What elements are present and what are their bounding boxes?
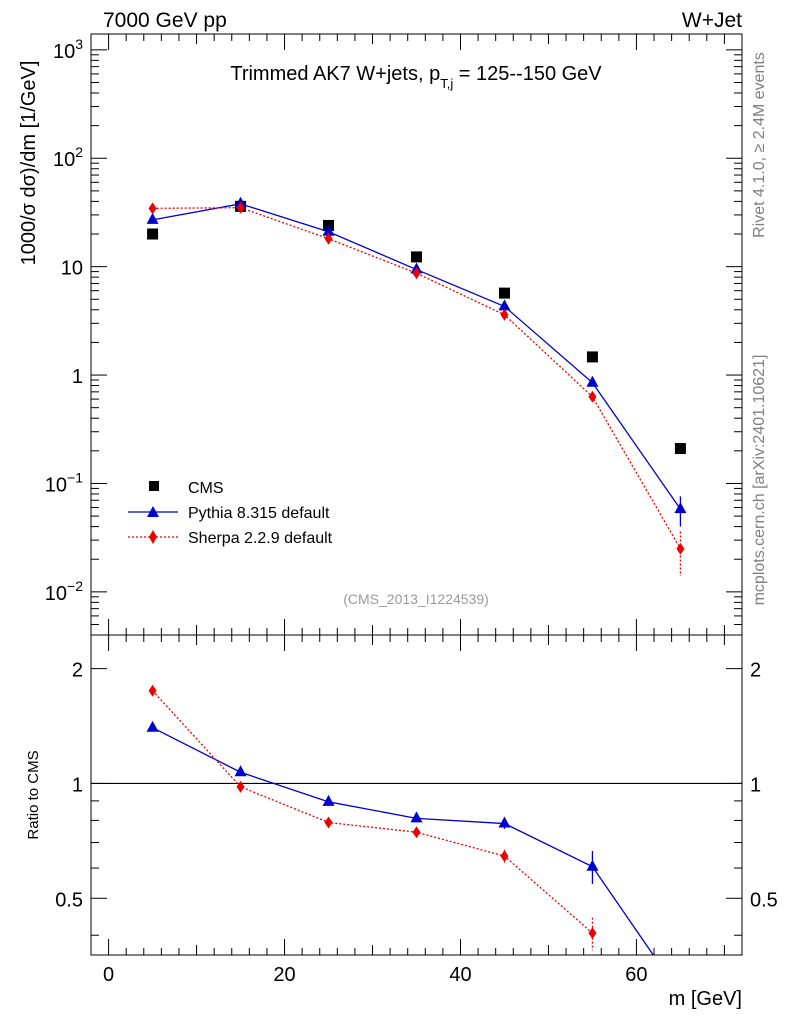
cms-data-point <box>586 351 598 363</box>
pythia-ratio-point <box>410 811 423 823</box>
pythia-ratio-point <box>322 794 335 806</box>
ratio-plot-panel: Ratio to CMS m [GeV] 2 2 1 1 0.5 0.5 0 20 40 60 <box>25 634 778 1010</box>
sherpa-data-point <box>148 202 157 215</box>
header-right-label: W+Jet <box>682 9 742 32</box>
sherpa-ratio-point <box>412 826 421 839</box>
pythia-data-point <box>146 212 159 224</box>
main-y-tick-label: 10−2 <box>45 578 83 605</box>
side-label-bottom: mcplots.cern.ch [arXiv:2401.10621] <box>751 355 768 606</box>
main-y-tick-label: 1 <box>72 366 83 388</box>
ratio-plot-frame <box>90 634 743 956</box>
legend-marker-pythia <box>147 506 159 517</box>
ratio-y-axis-label: Ratio to CMS <box>25 750 42 839</box>
pythia-data-point <box>674 502 687 514</box>
cms-data-point <box>674 443 686 455</box>
sherpa-ratio-point <box>236 780 245 793</box>
pythia-ratio-point <box>498 816 511 828</box>
ratio-y-tick-label: 0.5 <box>55 889 83 911</box>
pythia-data-point <box>322 224 335 236</box>
sherpa-ratio-point <box>588 927 597 940</box>
legend-label-pythia: Pythia 8.315 default <box>188 505 330 522</box>
main-plot-title-main: Trimmed AK7 W+jets, p <box>230 63 440 85</box>
sherpa-data-point <box>588 390 597 403</box>
ratio-series-clipped <box>146 684 655 955</box>
sherpa-data-point <box>500 308 509 321</box>
sherpa-ratio-point <box>500 850 509 863</box>
sherpa-data-point <box>236 201 245 214</box>
pythia-ratio-point <box>234 765 247 777</box>
pythia-data-point <box>498 299 511 311</box>
pythia-data-point <box>586 375 599 387</box>
main-series-group <box>146 196 687 577</box>
sherpa-data-point <box>412 267 421 280</box>
ratio-y-tick-label: 2 <box>72 660 83 682</box>
side-label-top: Rivet 4.1.0, ≥ 2.4M events <box>751 52 768 238</box>
cms-data-point <box>411 251 422 263</box>
legend-label-sherpa: Sherpa 2.2.9 default <box>188 530 333 547</box>
main-y-tick-label: 10−1 <box>45 469 83 496</box>
ratio-axes: 2 2 1 1 0.5 0.5 0 20 40 60 <box>55 635 778 986</box>
ratio-y-tick-label-right: 1 <box>750 774 761 796</box>
ratio-series-line-1 <box>152 690 593 934</box>
main-y-tick-label: 10 <box>61 258 83 280</box>
main-plot-title: Trimmed AK7 W+jets, pT,j = 125--150 GeV <box>230 63 602 91</box>
main-y-axis-label: 1000/σ dσ)/dm [1/GeV] <box>18 61 40 266</box>
header-left-label: 7000 GeV pp <box>103 9 227 32</box>
x-tick-label: 0 <box>103 964 114 986</box>
x-tick-label: 60 <box>625 964 647 986</box>
analysis-watermark: (CMS_2013_I1224539) <box>343 591 489 607</box>
x-tick-label: 40 <box>449 964 471 986</box>
legend-label-cms: CMS <box>188 480 224 497</box>
main-plot-title-sub: T,j <box>440 76 453 91</box>
main-series-line-1 <box>152 203 681 510</box>
ratio-y-tick-label-right: 2 <box>750 660 761 682</box>
main-y-tick-label: 103 <box>53 36 83 63</box>
legend: CMS Pythia 8.315 default Sherpa 2.2.9 de… <box>128 480 333 547</box>
legend-marker-cms <box>149 481 159 491</box>
main-plot-title-tail: = 125--150 GeV <box>453 63 602 85</box>
sherpa-data-point <box>676 542 685 555</box>
cms-data-point <box>498 287 510 299</box>
pythia-ratio-point <box>586 859 599 871</box>
legend-marker-sherpa <box>149 530 157 544</box>
x-tick-label: 20 <box>273 964 295 986</box>
main-y-tick-label: 102 <box>53 144 83 171</box>
sherpa-ratio-point <box>148 684 157 697</box>
ratio-y-tick-label: 1 <box>72 774 83 796</box>
main-plot-panel: Trimmed AK7 W+jets, pT,j = 125--150 GeV … <box>18 33 743 636</box>
sherpa-ratio-point <box>324 816 333 829</box>
pythia-ratio-point <box>146 720 159 732</box>
ratio-y-tick-label-right: 0.5 <box>750 889 778 911</box>
cms-data-point <box>147 228 159 240</box>
x-axis-label: m [GeV] <box>669 988 742 1010</box>
sherpa-data-point <box>324 232 333 245</box>
ratio-series-group <box>146 684 655 955</box>
